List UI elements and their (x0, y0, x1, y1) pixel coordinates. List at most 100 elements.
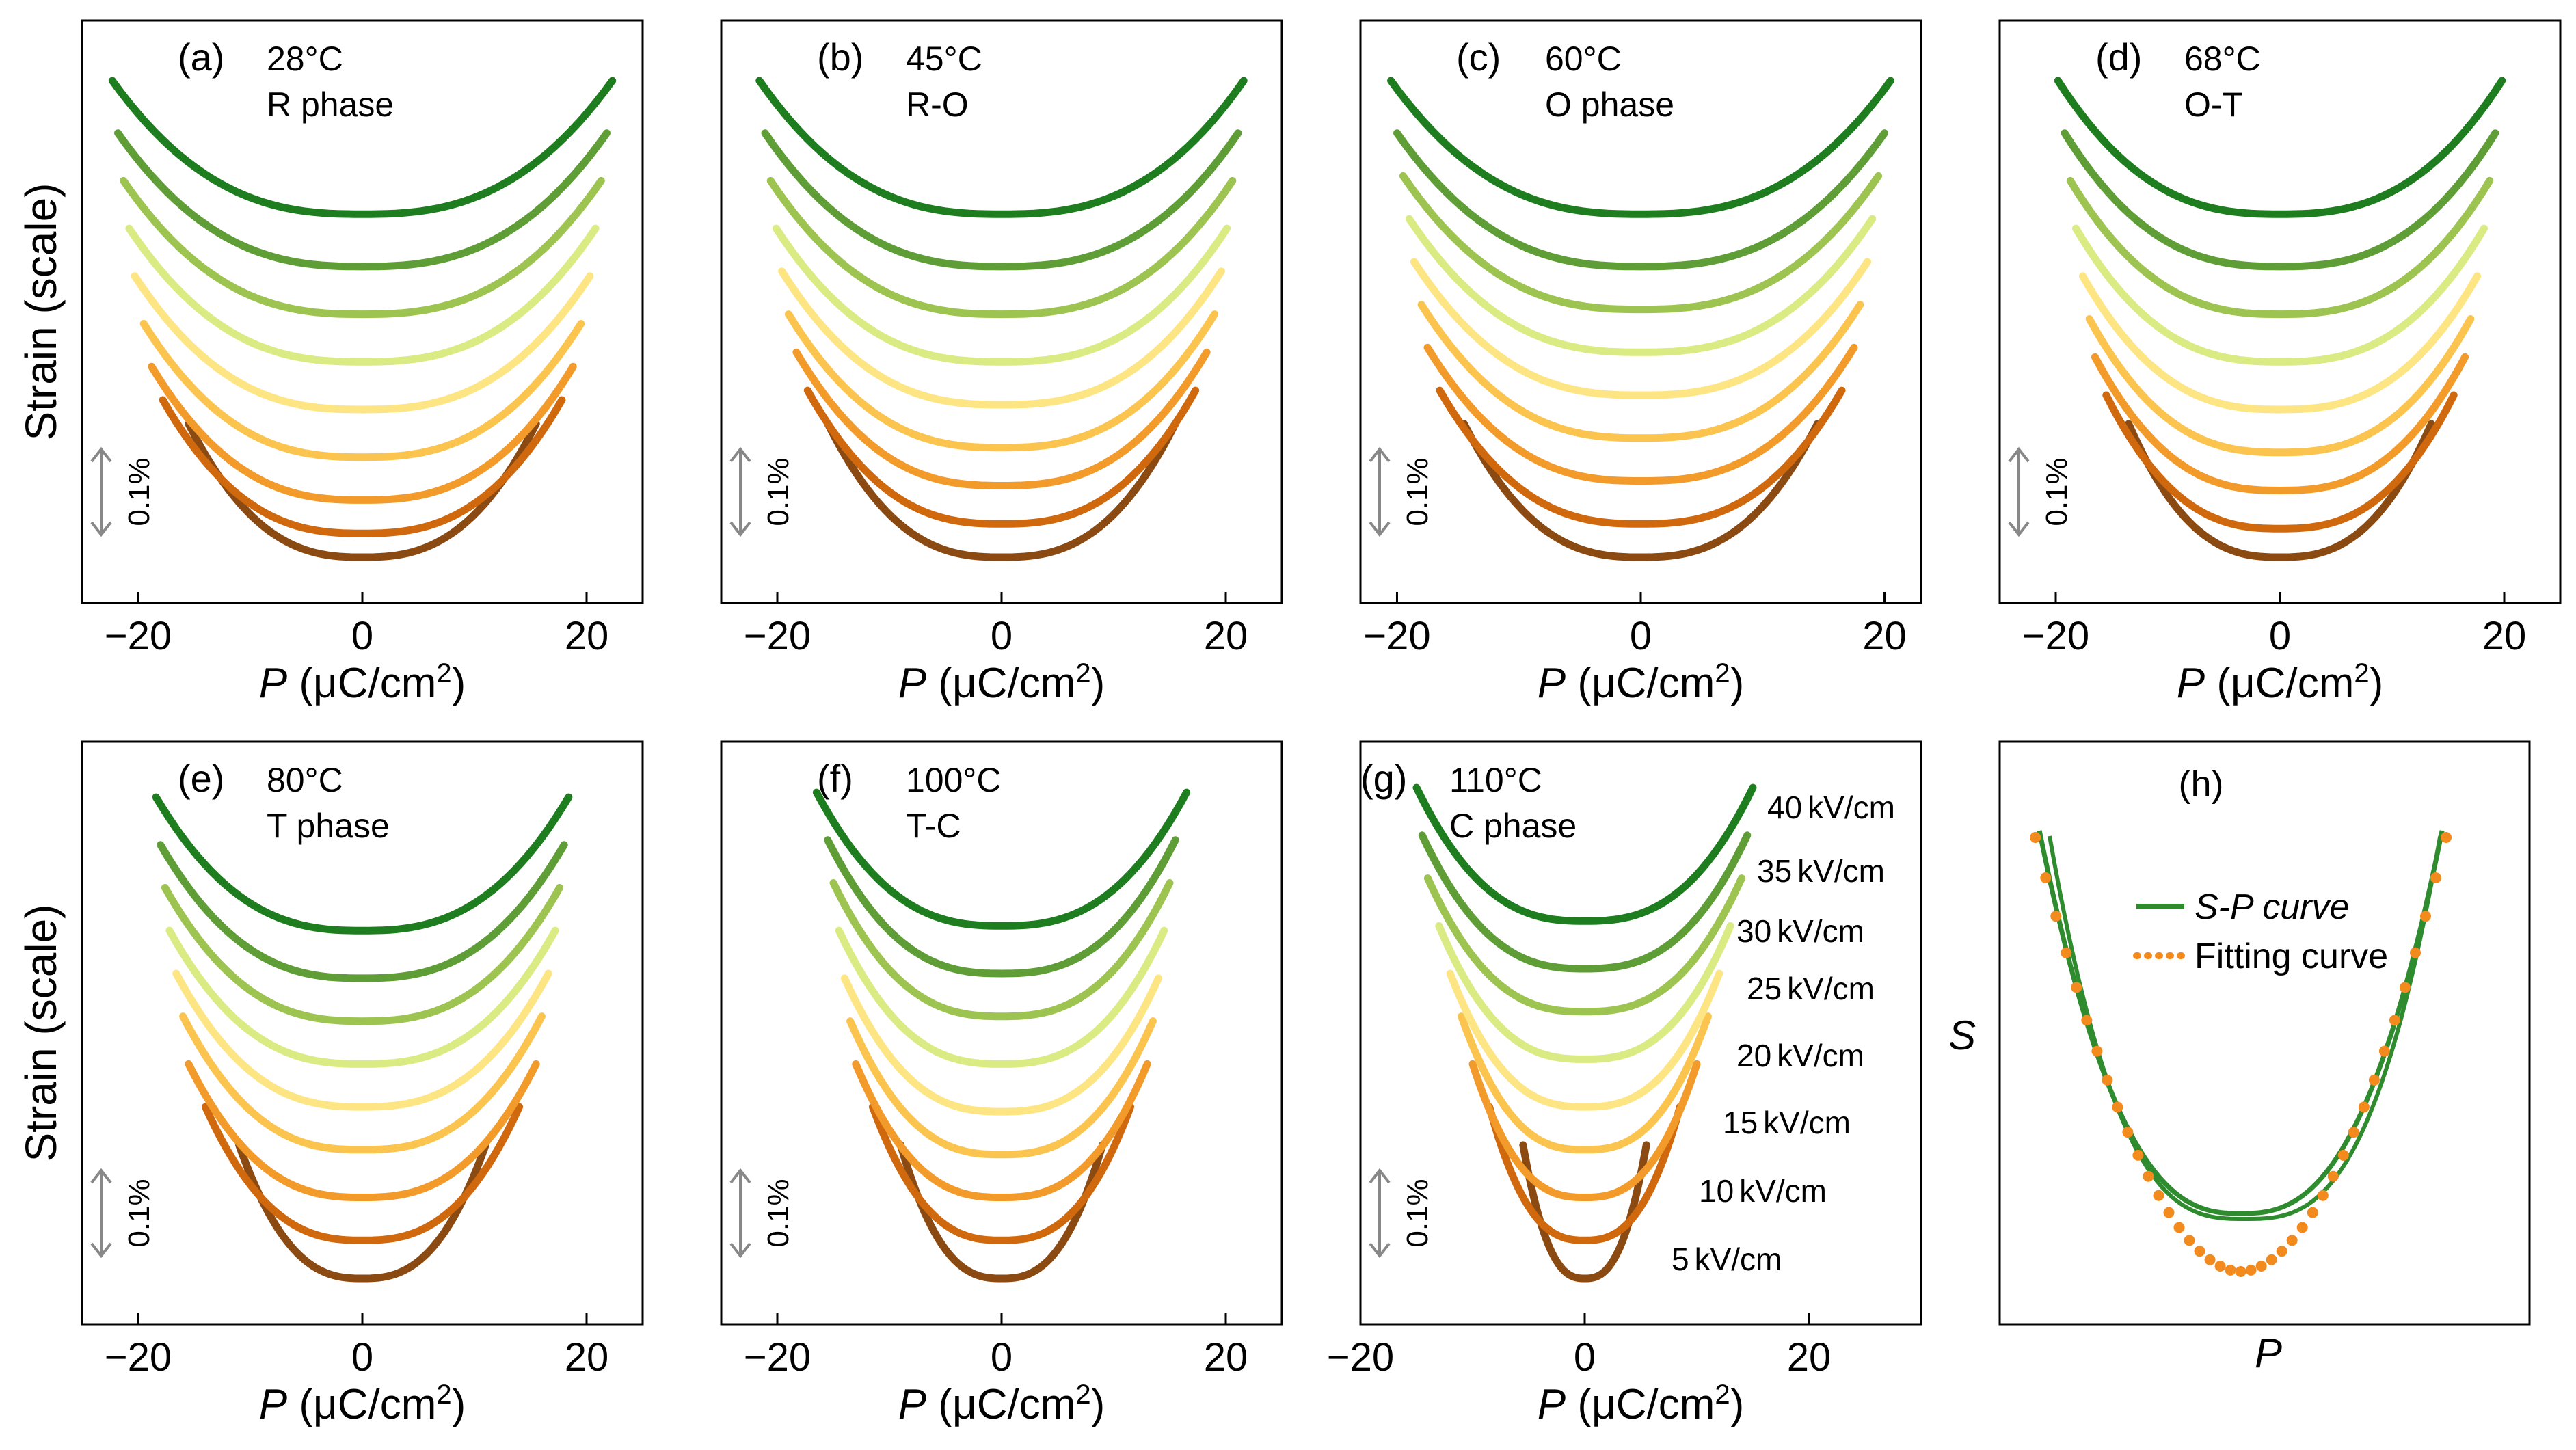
xlabel-unit: (μC/cm (926, 660, 1075, 707)
scalebar-arrow-top-c (1369, 446, 1391, 463)
fitting-dot (2399, 982, 2411, 993)
field-label-value: 30 (1736, 913, 1771, 949)
series-line-b-4 (784, 310, 1219, 452)
fitting-dot (2389, 1015, 2400, 1026)
fitting-dot (2255, 1261, 2267, 1272)
series-line-a-4 (139, 320, 585, 461)
scalebar-arrow-bottom-e (90, 1242, 112, 1259)
x-tick-label-d: −20 (2022, 614, 2089, 658)
axis-xlabel-b: P (μC/cm2) (898, 658, 1105, 707)
series-line-e-2 (201, 1103, 524, 1244)
series-line-f-9 (812, 788, 1191, 930)
phase-d: O-T (2184, 85, 2243, 124)
series-line-g-9 (1412, 783, 1757, 925)
series-line-e-5 (172, 969, 552, 1111)
scalebar-label-a: 0.1% (122, 457, 156, 526)
scalebar-arrow-top-b (729, 446, 751, 463)
x-tick-label-b: 20 (1204, 614, 1248, 658)
phase-f: T-C (906, 807, 961, 845)
series-line-f-7 (829, 879, 1174, 1021)
series-line-f-6 (835, 926, 1168, 1068)
field-label-unit: kV/cm (1777, 913, 1864, 949)
panel-label-a: (a) (178, 36, 224, 79)
x-tick-label-e: −20 (105, 1335, 172, 1380)
series-line-c-6 (1405, 215, 1877, 356)
series-line-f-8 (824, 836, 1179, 978)
fitting-dot (2327, 1170, 2339, 1182)
xlabel-close: ) (1730, 660, 1745, 707)
scalebar-arrow-bottom-c (1369, 521, 1391, 537)
series-line-d-3 (2091, 353, 2469, 495)
series-line-g-8 (1418, 831, 1752, 973)
xlabel-close: ) (2370, 660, 2384, 707)
series-line-f-5 (840, 974, 1163, 1116)
scalebar-arrow-top-e (90, 1168, 112, 1184)
scalebar-arrow-top-d (2008, 446, 2030, 463)
xlabel-close: ) (452, 660, 466, 707)
series-line-f-4 (846, 1017, 1157, 1159)
fitting-dot (2348, 1127, 2359, 1138)
field-label-value: 20 (1736, 1038, 1771, 1073)
panel-frame-g (1359, 740, 1922, 1326)
x-tick-label-e: 0 (351, 1335, 373, 1380)
legend-label-sp: S-P curve (2195, 887, 2349, 927)
phase-c: O phase (1545, 85, 1674, 124)
series-line-e-1 (235, 1141, 489, 1283)
xlabel-sup: 2 (2354, 658, 2369, 688)
phase-g: C phase (1449, 807, 1577, 845)
panel-c: −20 0 20 P (μC/cm2) (c) 60°C O phase 0.1% (1359, 19, 1922, 707)
series-line-c-9 (1387, 77, 1894, 218)
scalebar-label-g: 0.1% (1401, 1179, 1434, 1247)
xlabel-close: ) (1730, 1381, 1745, 1428)
fitting-dot (2194, 1246, 2205, 1257)
xlabel-var: P (1538, 1381, 1566, 1428)
series-line-b-6 (772, 224, 1231, 366)
panel-label-d: (d) (2095, 36, 2142, 79)
series-line-b-2 (803, 386, 1200, 528)
field-label-value: 25 (1747, 971, 1782, 1006)
fitting-dot (2132, 1149, 2144, 1161)
scalebar-arrow-bottom-d (2008, 521, 2030, 537)
series-line-g-2 (1486, 1103, 1684, 1244)
xlabel-unit: (μC/cm (287, 660, 436, 707)
series-line-c-1 (1460, 420, 1821, 561)
axis-ylabel-h: S (1948, 1012, 1976, 1058)
field-label-8: 40 kV/cm (1767, 790, 1895, 825)
fitting-dot (2276, 1246, 2287, 1257)
series-line-e-7 (161, 884, 564, 1025)
temperature-d: 68°C (2184, 40, 2261, 78)
field-label-1: 5 kV/cm (1672, 1241, 1782, 1277)
xlabel-unit: (μC/cm (926, 1381, 1075, 1428)
fitting-dot (2214, 1261, 2226, 1272)
field-label-6: 30 kV/cm (1736, 913, 1864, 949)
series-line-d-2 (2102, 391, 2458, 533)
panel-label-f: (f) (817, 757, 853, 800)
panel-d: −20 0 20 P (μC/cm2) (d) 68°C O-T 0.1% (1998, 19, 2562, 707)
x-tick-label-c: 0 (1630, 614, 1652, 658)
fitting-dot (2296, 1222, 2308, 1233)
series-line-c-3 (1423, 343, 1858, 485)
xlabel-sup: 2 (1715, 1380, 1730, 1410)
fitting-dot (2378, 1045, 2390, 1057)
temperature-e: 80°C (267, 761, 343, 799)
fitting-dot (2061, 947, 2072, 958)
series-line-d-8 (2061, 129, 2499, 271)
series-line-a-3 (148, 362, 577, 504)
scalebar-arrow-top-a (90, 446, 112, 463)
fitting-dot (2410, 947, 2421, 958)
phase-e: T phase (267, 807, 390, 845)
series-line-b-3 (792, 348, 1211, 489)
series-line-g-5 (1446, 969, 1723, 1111)
series-line-c-8 (1393, 129, 1888, 271)
field-label-5: 25 kV/cm (1747, 971, 1875, 1006)
x-tick-label-b: −20 (744, 614, 811, 658)
xlabel-var: P (259, 660, 287, 707)
fitting-dot (2441, 832, 2452, 843)
xlabel-close: ) (1091, 1381, 1105, 1428)
series-line-g-3 (1468, 1060, 1701, 1201)
fitting-dot (2235, 1266, 2246, 1277)
x-tick-label-d: 20 (2482, 614, 2527, 658)
